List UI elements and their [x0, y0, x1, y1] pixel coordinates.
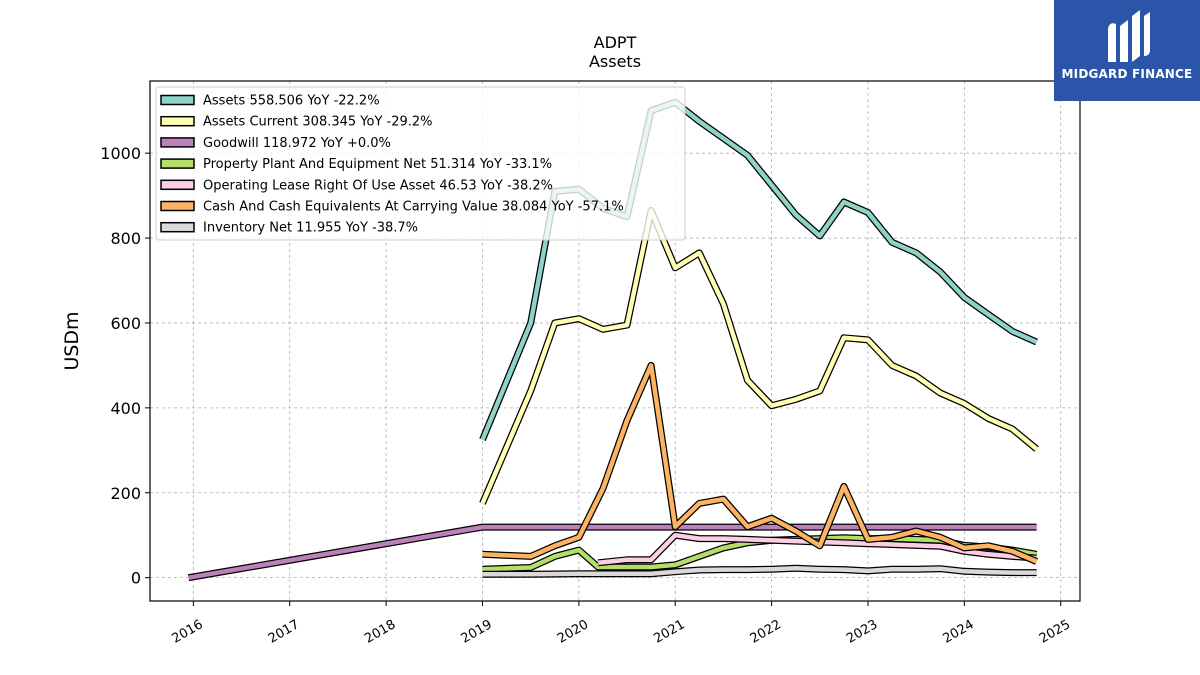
x-tick-label: 2017 — [266, 617, 302, 647]
y-tick-label: 1000 — [100, 144, 141, 163]
legend-swatch — [160, 221, 195, 233]
x-tick-label: 2019 — [459, 617, 495, 647]
legend-item: Operating Lease Right Of Use Asset 46.53… — [160, 178, 553, 193]
x-tick-label: 2024 — [941, 617, 977, 647]
legend-item: Cash And Cash Equivalents At Carrying Va… — [160, 200, 624, 215]
x-tick-label: 2020 — [555, 617, 591, 647]
legend-swatch — [160, 137, 195, 148]
legend-label: Operating Lease Right Of Use Asset 46.53… — [203, 178, 553, 193]
logo-mark-icon — [1108, 10, 1150, 62]
series-line-outline — [479, 207, 1039, 505]
chart-title: ADPT — [594, 33, 637, 52]
legend-swatch — [160, 158, 195, 169]
x-tick-label: 2025 — [1037, 617, 1073, 647]
y-tick-label: 400 — [110, 399, 141, 418]
x-axis: 2016 2017 2018 2019 2020 2021 2022 2023 2024 2025 — [170, 601, 1073, 647]
series-cash-and-cash-equivalents-at-carrying-value — [482, 361, 1038, 565]
legend-label: Assets 558.506 YoY -22.2% — [203, 94, 380, 109]
series-lines — [187, 98, 1039, 582]
legend-label: Inventory Net 11.955 YoY -38.7% — [203, 221, 418, 236]
legend-swatch — [160, 200, 195, 212]
legend-label: Cash And Cash Equivalents At Carrying Va… — [203, 200, 624, 215]
midgard-finance-logo: MIDGARD FINANCE — [1054, 0, 1200, 101]
legend-box — [155, 86, 686, 241]
legend-swatch — [160, 115, 195, 127]
series-line — [482, 363, 1038, 564]
x-tick-label: 2022 — [748, 617, 784, 647]
y-tick-label: 600 — [110, 314, 141, 333]
legend-swatch — [160, 179, 195, 191]
y-axis: 0 200 400 600 800 1000 — [100, 144, 150, 588]
series-inventory-net — [482, 564, 1037, 578]
legend-item: Inventory Net 11.955 YoY -38.7% — [160, 221, 418, 236]
series-assets-current — [479, 207, 1039, 505]
legend-item: Property Plant And Equipment Net 51.314 … — [160, 157, 552, 172]
x-tick-label: 2016 — [170, 617, 206, 647]
x-tick-label: 2018 — [362, 617, 398, 647]
legend-label: Property Plant And Equipment Net 51.314 … — [203, 157, 552, 172]
legend-swatch — [160, 94, 195, 106]
y-tick-label: 0 — [131, 569, 141, 588]
legend-item: Goodwill 118.972 YoY +0.0% — [160, 136, 391, 151]
y-tick-label: 200 — [110, 484, 141, 503]
plot-frame — [149, 80, 1081, 602]
legend-label: Assets Current 308.345 YoY -29.2% — [203, 115, 433, 130]
series-line — [480, 208, 1039, 505]
x-tick-label: 2023 — [844, 617, 880, 647]
x-tick-label: 2021 — [651, 617, 687, 647]
legend-item: Assets 558.506 YoY -22.2% — [160, 94, 380, 109]
legend-item: Assets Current 308.345 YoY -29.2% — [160, 115, 433, 130]
chart-subtitle: Assets — [589, 52, 641, 71]
y-axis-label: USDm — [61, 311, 83, 370]
logo-text: MIDGARD FINANCE — [1061, 67, 1193, 81]
y-tick-label: 800 — [110, 229, 141, 248]
series-line — [482, 566, 1037, 577]
legend: Assets 558.506 YoY -22.2% Assets Current … — [155, 86, 686, 241]
legend-label: Goodwill 118.972 YoY +0.0% — [203, 136, 391, 151]
